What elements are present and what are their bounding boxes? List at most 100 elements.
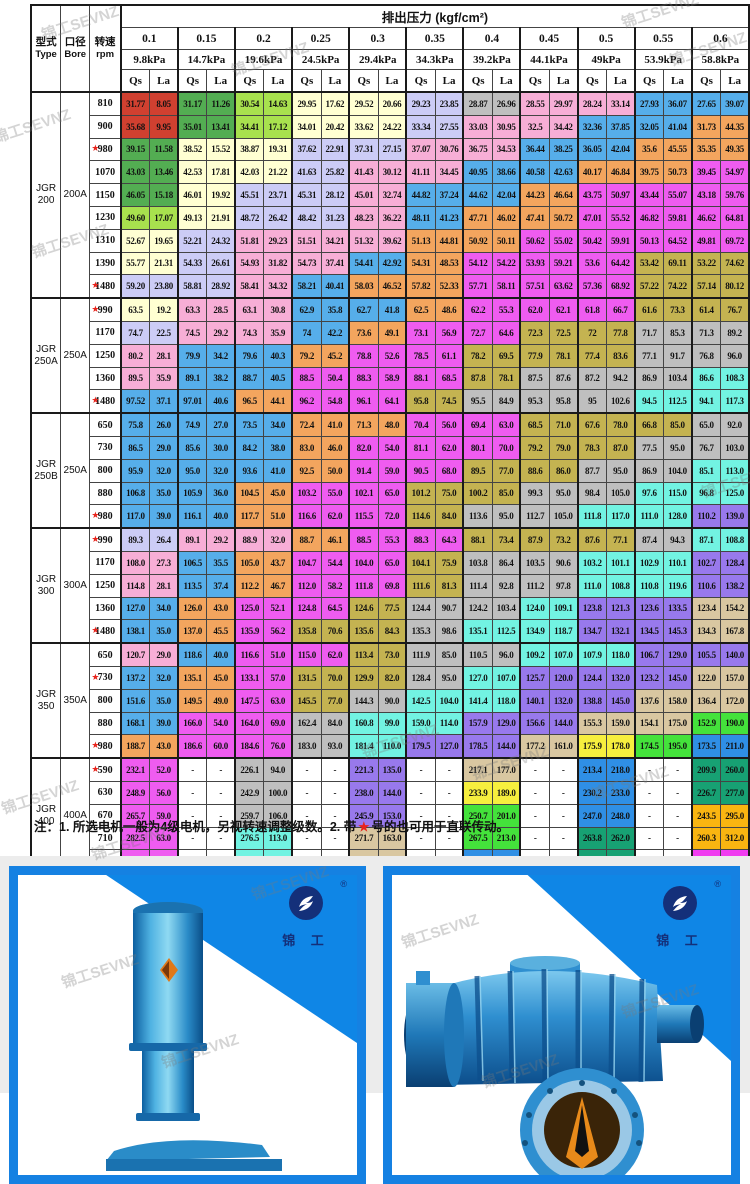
spec-cell: 85.3 <box>663 320 693 345</box>
spec-cell: 44.81 <box>434 228 464 253</box>
spec-cell: 113.5 <box>176 573 208 598</box>
spec-cell: 135.0 <box>377 757 407 782</box>
rpm-cell: 630 <box>89 780 122 805</box>
spec-cell: 62.5 <box>405 297 436 322</box>
spec-cell: 33.14 <box>606 90 636 116</box>
spec-cell: 76.8 <box>690 343 722 368</box>
spec-cell: 95.9 <box>119 458 151 483</box>
brand-name: 锦 工 <box>656 933 704 948</box>
spec-cell: 46.02 <box>491 205 521 230</box>
spec-cell: 40.3 <box>263 343 293 368</box>
spec-cell: 72 <box>576 320 608 345</box>
spec-cell: 87.8 <box>462 366 493 391</box>
spec-cell: 32.0 <box>149 458 179 483</box>
spec-cell: 106.8 <box>119 481 151 506</box>
spec-cell: 34.21 <box>320 228 350 253</box>
spec-cell: 102.1 <box>348 481 379 506</box>
spec-cell: 31.82 <box>263 251 293 276</box>
spec-cell: 312.0 <box>720 826 750 851</box>
spec-cell: 17.62 <box>320 90 350 116</box>
spec-cell: 52.67 <box>119 228 151 253</box>
spec-cell: 232.1 <box>119 757 151 782</box>
spec-cell: 144.0 <box>491 734 521 759</box>
header-type: 型式 Type <box>30 4 62 93</box>
spec-cell: 54.97 <box>720 160 750 185</box>
spec-cell: 19.2 <box>149 297 179 322</box>
spec-cell: 71.0 <box>548 412 579 437</box>
spec-cell: 28.5 <box>206 297 236 322</box>
star-icon: ★ <box>91 672 100 683</box>
spec-cell: 11.58 <box>149 137 179 162</box>
star-icon: ★ <box>91 305 100 316</box>
spec-cell: 118.6 <box>176 642 208 667</box>
footnote-suffix: 号的也可用于直联传动。 <box>371 820 509 834</box>
spec-cell: 15.52 <box>206 137 236 162</box>
spec-cell: 37.1 <box>149 389 179 414</box>
spec-cell: - <box>291 803 322 828</box>
spec-cell: 174.5 <box>633 734 665 759</box>
spec-cell: 52.33 <box>434 274 464 299</box>
spec-cell: 37.62 <box>291 137 322 162</box>
spec-cell: 41.0 <box>263 458 293 483</box>
rpm-cell: 880 <box>89 711 122 736</box>
spec-cell: 89.5 <box>119 366 151 391</box>
vertical-silencer-image <box>106 902 282 1171</box>
spec-cell: 175.0 <box>663 711 693 736</box>
spec-cell: 40.0 <box>206 504 236 529</box>
spec-cell: 151.6 <box>119 688 151 713</box>
spec-cell: 84.0 <box>434 504 464 529</box>
spec-cell: 53.42 <box>633 251 665 276</box>
rpm-cell: 1360 <box>89 366 122 391</box>
spec-cell: 102.6 <box>606 389 636 414</box>
kpa-header: 58.8kPa <box>690 49 750 70</box>
spec-cell: 65.0 <box>690 412 722 437</box>
spec-cell: 48.42 <box>291 205 322 230</box>
spec-cell: 40.58 <box>519 160 550 185</box>
spec-cell: - <box>519 803 550 828</box>
spec-table-wrap: 型式 Type 口径 Bore 转速 rpm 排出压力 (kgf/cm²) 0.1 0.15 0.… <box>30 4 750 875</box>
type-cell: JGR 200 <box>30 90 62 299</box>
spec-cell: 17.07 <box>149 205 179 230</box>
spec-cell: 95.8 <box>405 389 436 414</box>
unit-header: Qs <box>690 69 722 93</box>
unit-header: Qs <box>176 69 208 93</box>
kpa-header: 34.3kPa <box>405 49 464 70</box>
spec-cell: 45.0 <box>206 665 236 690</box>
star-icon: ★ <box>91 741 100 752</box>
spec-cell: 137.2 <box>119 665 151 690</box>
spec-cell: 53.93 <box>519 251 550 276</box>
spec-cell: 152.9 <box>690 711 722 736</box>
spec-cell: 138.2 <box>720 573 750 598</box>
spec-cell: 63.0 <box>491 412 521 437</box>
spec-cell: 59.91 <box>606 228 636 253</box>
rpm-cell: 1170 <box>89 320 122 345</box>
table-row: 1310 52.67 19.65 52.21 24.32 51.81 29.23 51.51 3… <box>31 228 750 253</box>
spec-cell: 86.9 <box>633 366 665 391</box>
spec-cell: 112.0 <box>291 573 322 598</box>
spec-cell: 50.4 <box>320 366 350 391</box>
spec-cell: 47.01 <box>576 205 608 230</box>
spec-cell: 96.5 <box>234 389 265 414</box>
spec-cell: 95.0 <box>434 665 464 690</box>
spec-cell: 23.80 <box>149 274 179 299</box>
spec-cell: - <box>519 757 550 782</box>
spec-cell: 132.0 <box>606 665 636 690</box>
spec-cell: 138.8 <box>576 688 608 713</box>
spec-cell: 70.0 <box>320 665 350 690</box>
spec-cell: 43.0 <box>149 734 179 759</box>
rpm-cell: 1390 <box>89 251 122 276</box>
rpm-cell: 810 <box>89 90 122 116</box>
spec-cell: - <box>320 757 350 782</box>
spec-cell: 58.81 <box>176 274 208 299</box>
spec-cell: 260.0 <box>720 757 750 782</box>
unit-header: La <box>491 69 521 93</box>
spec-cell: 62.0 <box>519 297 550 322</box>
spec-cell: 248.0 <box>606 803 636 828</box>
spec-cell: 48.72 <box>234 205 265 230</box>
spec-cell: 42.63 <box>548 160 579 185</box>
spec-cell: 44.82 <box>405 183 436 207</box>
spec-cell: 195.0 <box>663 734 693 759</box>
spec-cell: 35.6 <box>633 137 665 162</box>
spec-cell: - <box>633 757 665 782</box>
spec-cell: 108.3 <box>720 366 750 391</box>
